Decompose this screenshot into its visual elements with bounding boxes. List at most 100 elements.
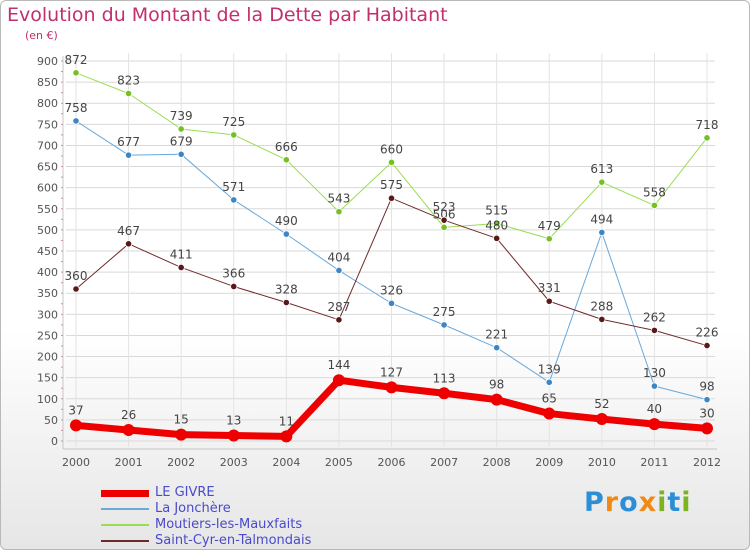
brand-letter: r xyxy=(604,487,620,518)
data-label: 479 xyxy=(538,219,561,233)
x-tick-label: 2001 xyxy=(115,456,143,469)
y-tick-label: 50 xyxy=(44,414,58,427)
data-point xyxy=(124,151,133,159)
data-point xyxy=(122,424,135,437)
data-point xyxy=(440,216,448,224)
data-label: 739 xyxy=(170,109,193,123)
y-tick-label: 200 xyxy=(37,351,58,364)
y-tick-label: 400 xyxy=(37,266,58,279)
data-point xyxy=(72,69,80,77)
chart-title: Evolution du Montant de la Dette par Hab… xyxy=(7,4,448,26)
data-label: 558 xyxy=(643,185,666,199)
brand-logo: Proxiti xyxy=(584,487,692,518)
data-label: 679 xyxy=(170,134,193,148)
data-point xyxy=(387,299,396,307)
data-label: 411 xyxy=(170,247,193,261)
data-label: 65 xyxy=(542,392,557,406)
data-label: 127 xyxy=(380,365,403,379)
data-label: 288 xyxy=(590,299,613,313)
data-label: 523 xyxy=(433,200,456,214)
data-point xyxy=(282,298,290,307)
data-point xyxy=(124,89,133,98)
data-point xyxy=(650,326,659,334)
data-point xyxy=(545,297,553,305)
data-label: 98 xyxy=(699,380,714,394)
data-point xyxy=(493,344,501,352)
data-label: 262 xyxy=(643,310,666,324)
y-tick-label: 450 xyxy=(37,245,58,258)
y-tick-label: 0 xyxy=(51,435,58,448)
data-label: 40 xyxy=(647,402,662,416)
data-point xyxy=(124,240,133,248)
x-tick-label: 2000 xyxy=(62,456,90,469)
data-point xyxy=(230,282,238,291)
unit-label: (en €) xyxy=(25,29,58,42)
data-point xyxy=(70,419,82,432)
x-tick-label: 2012 xyxy=(693,456,721,469)
data-point xyxy=(387,194,396,202)
data-label: 613 xyxy=(590,162,613,176)
data-point xyxy=(280,430,293,443)
x-tick-label: 2008 xyxy=(483,456,511,469)
data-label: 15 xyxy=(174,413,189,427)
data-label: 718 xyxy=(696,118,719,132)
data-label: 360 xyxy=(65,269,88,283)
data-label: 366 xyxy=(222,266,245,280)
brand-letter: o xyxy=(619,487,639,518)
data-point xyxy=(335,266,343,275)
y-tick-label: 100 xyxy=(37,393,58,406)
data-label: 26 xyxy=(121,408,136,422)
data-point xyxy=(335,316,343,324)
y-tick-label: 350 xyxy=(37,287,58,300)
data-point xyxy=(177,125,185,133)
x-tick-label: 2007 xyxy=(430,456,458,469)
data-label: 139 xyxy=(538,362,561,376)
data-point xyxy=(332,374,345,387)
y-tick-label: 650 xyxy=(37,161,58,174)
data-label: 287 xyxy=(327,300,350,314)
data-label: 543 xyxy=(327,192,350,206)
data-label: 660 xyxy=(380,142,403,156)
data-label: 11 xyxy=(279,414,294,428)
legend-swatch xyxy=(101,524,149,526)
data-point xyxy=(545,235,553,243)
data-point xyxy=(177,150,185,158)
data-point xyxy=(282,156,290,164)
y-tick-label: 550 xyxy=(37,203,58,216)
legend-swatch xyxy=(101,508,149,510)
data-point xyxy=(543,407,556,420)
data-point xyxy=(175,428,188,441)
data-label: 575 xyxy=(380,178,403,192)
y-tick-label: 850 xyxy=(37,76,58,89)
x-tick-label: 2006 xyxy=(378,456,406,469)
data-point xyxy=(650,382,659,390)
brand-letter: x xyxy=(638,487,658,518)
data-point xyxy=(490,393,503,406)
y-tick-label: 700 xyxy=(37,139,58,152)
x-tick-label: 2002 xyxy=(167,456,195,469)
data-label: 725 xyxy=(222,115,245,129)
data-label: 326 xyxy=(380,283,403,297)
data-label: 221 xyxy=(485,328,508,342)
data-label: 52 xyxy=(594,397,609,411)
y-tick-label: 600 xyxy=(37,182,58,195)
y-tick-label: 150 xyxy=(37,372,58,385)
x-tick-label: 2010 xyxy=(588,456,616,469)
brand-letter: i xyxy=(681,487,692,518)
brand-letter: t xyxy=(667,487,682,518)
brand-letter: i xyxy=(657,487,668,518)
data-label: 758 xyxy=(65,101,88,115)
x-tick-label: 2005 xyxy=(325,456,353,469)
y-tick-label: 900 xyxy=(37,55,58,68)
data-point xyxy=(227,429,240,442)
data-point xyxy=(703,341,711,350)
data-point xyxy=(230,196,238,204)
data-label: 130 xyxy=(643,366,666,380)
data-label: 666 xyxy=(275,140,298,154)
data-label: 13 xyxy=(226,414,241,428)
data-point xyxy=(387,158,396,166)
data-label: 98 xyxy=(489,378,504,392)
y-tick-label: 500 xyxy=(37,224,58,237)
data-label: 872 xyxy=(65,53,88,67)
